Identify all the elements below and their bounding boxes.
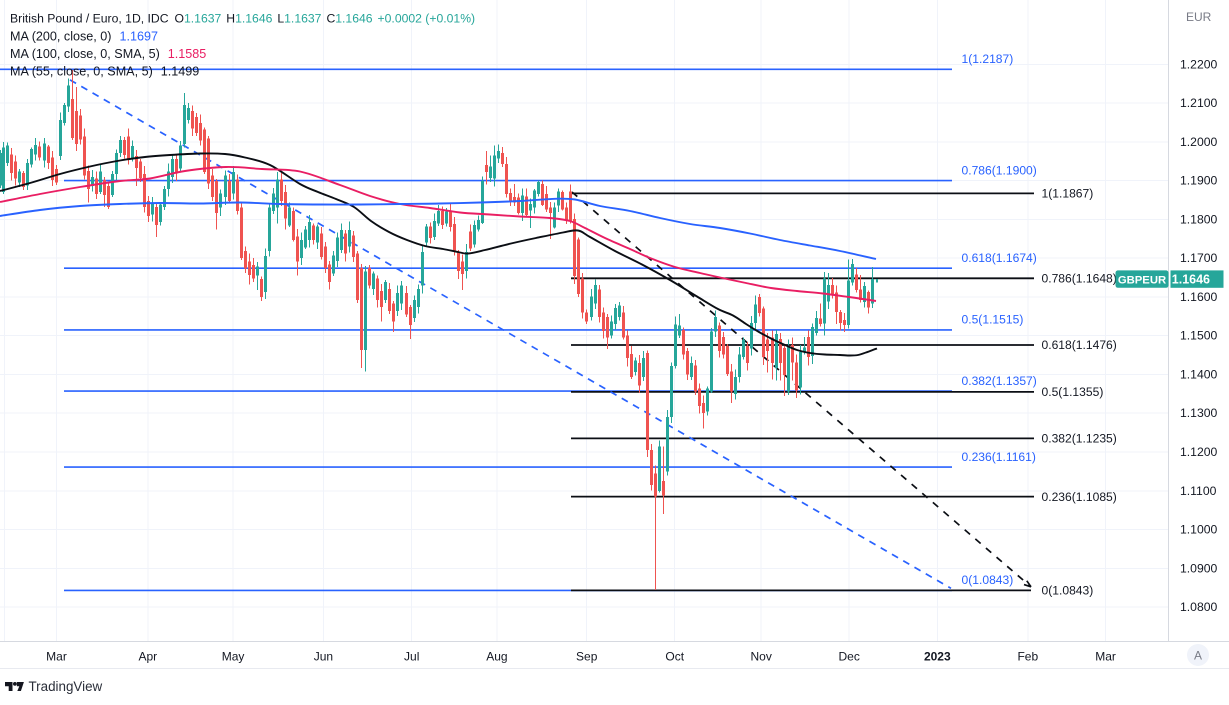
svg-text:MA (200, close, 0)1.1697: MA (200, close, 0) 1.1697	[10, 30, 158, 44]
svg-text:1.1900: 1.1900	[1180, 174, 1217, 188]
svg-text:Apr: Apr	[138, 650, 157, 664]
svg-text:1.1000: 1.1000	[1180, 523, 1217, 537]
svg-text:EUR: EUR	[1186, 10, 1212, 24]
svg-text:Sep: Sep	[576, 650, 598, 664]
svg-text:Oct: Oct	[665, 650, 684, 664]
svg-text:0.236(1.1085): 0.236(1.1085)	[1042, 490, 1117, 504]
svg-text:Jul: Jul	[404, 650, 419, 664]
svg-text:1.1500: 1.1500	[1180, 329, 1217, 343]
svg-text:1.1400: 1.1400	[1180, 368, 1217, 382]
svg-text:0.5(1.1355): 0.5(1.1355)	[1042, 385, 1104, 399]
svg-text:0.786(1.1648): 0.786(1.1648)	[1042, 272, 1117, 286]
svg-text:0.236(1.1161): 0.236(1.1161)	[962, 450, 1036, 464]
svg-text:1.1800: 1.1800	[1180, 212, 1217, 226]
svg-text:0.618(1.1674): 0.618(1.1674)	[962, 251, 1037, 265]
svg-text:MA (100, close, 0, SMA, 5)1.15: MA (100, close, 0, SMA, 5) 1.1585	[10, 47, 206, 61]
svg-text:1.1600: 1.1600	[1180, 290, 1217, 304]
svg-text:MA (55, close, 0, SMA, 5)1.149: MA (55, close, 0, SMA, 5) 1.1499	[10, 65, 199, 79]
svg-text:1.2100: 1.2100	[1180, 96, 1217, 110]
svg-text:0.618(1.1476): 0.618(1.1476)	[1042, 338, 1117, 352]
svg-text:Dec: Dec	[839, 650, 860, 664]
svg-text:0(1.0843): 0(1.0843)	[962, 573, 1014, 587]
svg-text:0.382(1.1235): 0.382(1.1235)	[1042, 432, 1117, 446]
svg-text:2023: 2023	[924, 650, 951, 664]
svg-text:TradingView: TradingView	[29, 679, 103, 694]
svg-text:1.2000: 1.2000	[1180, 135, 1217, 149]
svg-text:1.2200: 1.2200	[1180, 57, 1217, 71]
svg-text:0(1.0843): 0(1.0843)	[1042, 584, 1094, 598]
svg-text:Mar: Mar	[1095, 650, 1116, 664]
svg-text:1.1700: 1.1700	[1180, 251, 1217, 265]
svg-text:A: A	[1194, 649, 1202, 663]
svg-text:Feb: Feb	[1017, 650, 1038, 664]
svg-text:1.1300: 1.1300	[1180, 406, 1217, 420]
svg-text:1(1.2187): 1(1.2187)	[962, 52, 1014, 66]
svg-text:1.1100: 1.1100	[1180, 484, 1217, 498]
svg-text:1.1200: 1.1200	[1180, 445, 1217, 459]
svg-text:May: May	[222, 650, 245, 664]
svg-text:Aug: Aug	[486, 650, 507, 664]
svg-text:1.0900: 1.0900	[1180, 561, 1217, 575]
svg-text:0.786(1.1900): 0.786(1.1900)	[962, 163, 1037, 177]
svg-text:1(1.1867): 1(1.1867)	[1042, 187, 1094, 201]
svg-text:0.5(1.1515): 0.5(1.1515)	[962, 313, 1024, 327]
svg-text:1.0800: 1.0800	[1180, 600, 1217, 614]
svg-text:1.1646: 1.1646	[1172, 272, 1210, 286]
svg-text:Nov: Nov	[751, 650, 772, 664]
svg-text:GBPEUR: GBPEUR	[1118, 274, 1166, 286]
svg-text:0.382(1.1357): 0.382(1.1357)	[962, 374, 1037, 388]
svg-text:Mar: Mar	[46, 650, 67, 664]
svg-text:Jun: Jun	[314, 650, 333, 664]
